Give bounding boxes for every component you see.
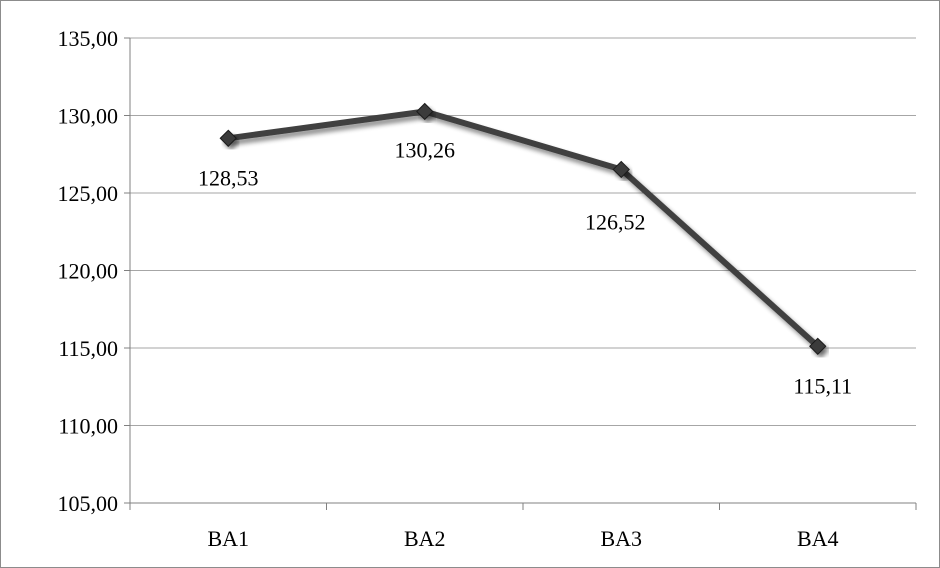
axes <box>124 37 917 510</box>
data-label: 126,52 <box>585 209 646 234</box>
data-point-marker <box>809 337 827 356</box>
series-line-layer <box>219 102 827 356</box>
x-axis-tick-labels: BA1 BA2 BA3 BA4 <box>207 526 838 551</box>
y-tick-label: 120,00 <box>58 259 119 284</box>
x-tick-label: BA1 <box>207 526 249 551</box>
series-line <box>225 108 821 350</box>
x-tick-label: BA2 <box>404 526 446 551</box>
y-tick-label: 130,00 <box>58 104 119 129</box>
x-tick-label: BA4 <box>797 526 839 551</box>
y-tick-label: 105,00 <box>58 491 119 516</box>
y-tick-label: 135,00 <box>58 26 119 51</box>
data-point-marker <box>416 102 434 121</box>
y-tick-label: 115,00 <box>58 336 118 361</box>
gridlines <box>130 37 916 426</box>
data-point-marker <box>612 160 630 179</box>
data-label: 115,11 <box>793 373 852 398</box>
x-tick-label: BA3 <box>600 526 642 551</box>
y-tick-label: 110,00 <box>58 414 118 439</box>
y-tick-label: 125,00 <box>58 181 119 206</box>
y-axis-tick-labels: 105,00 110,00 115,00 120,00 125,00 130,00 135,… <box>58 26 119 516</box>
data-labels: 128,53 130,26 126,52 115,11 <box>198 137 852 398</box>
data-label: 130,26 <box>395 137 456 162</box>
data-label: 128,53 <box>198 165 259 190</box>
data-point-marker <box>219 129 237 147</box>
